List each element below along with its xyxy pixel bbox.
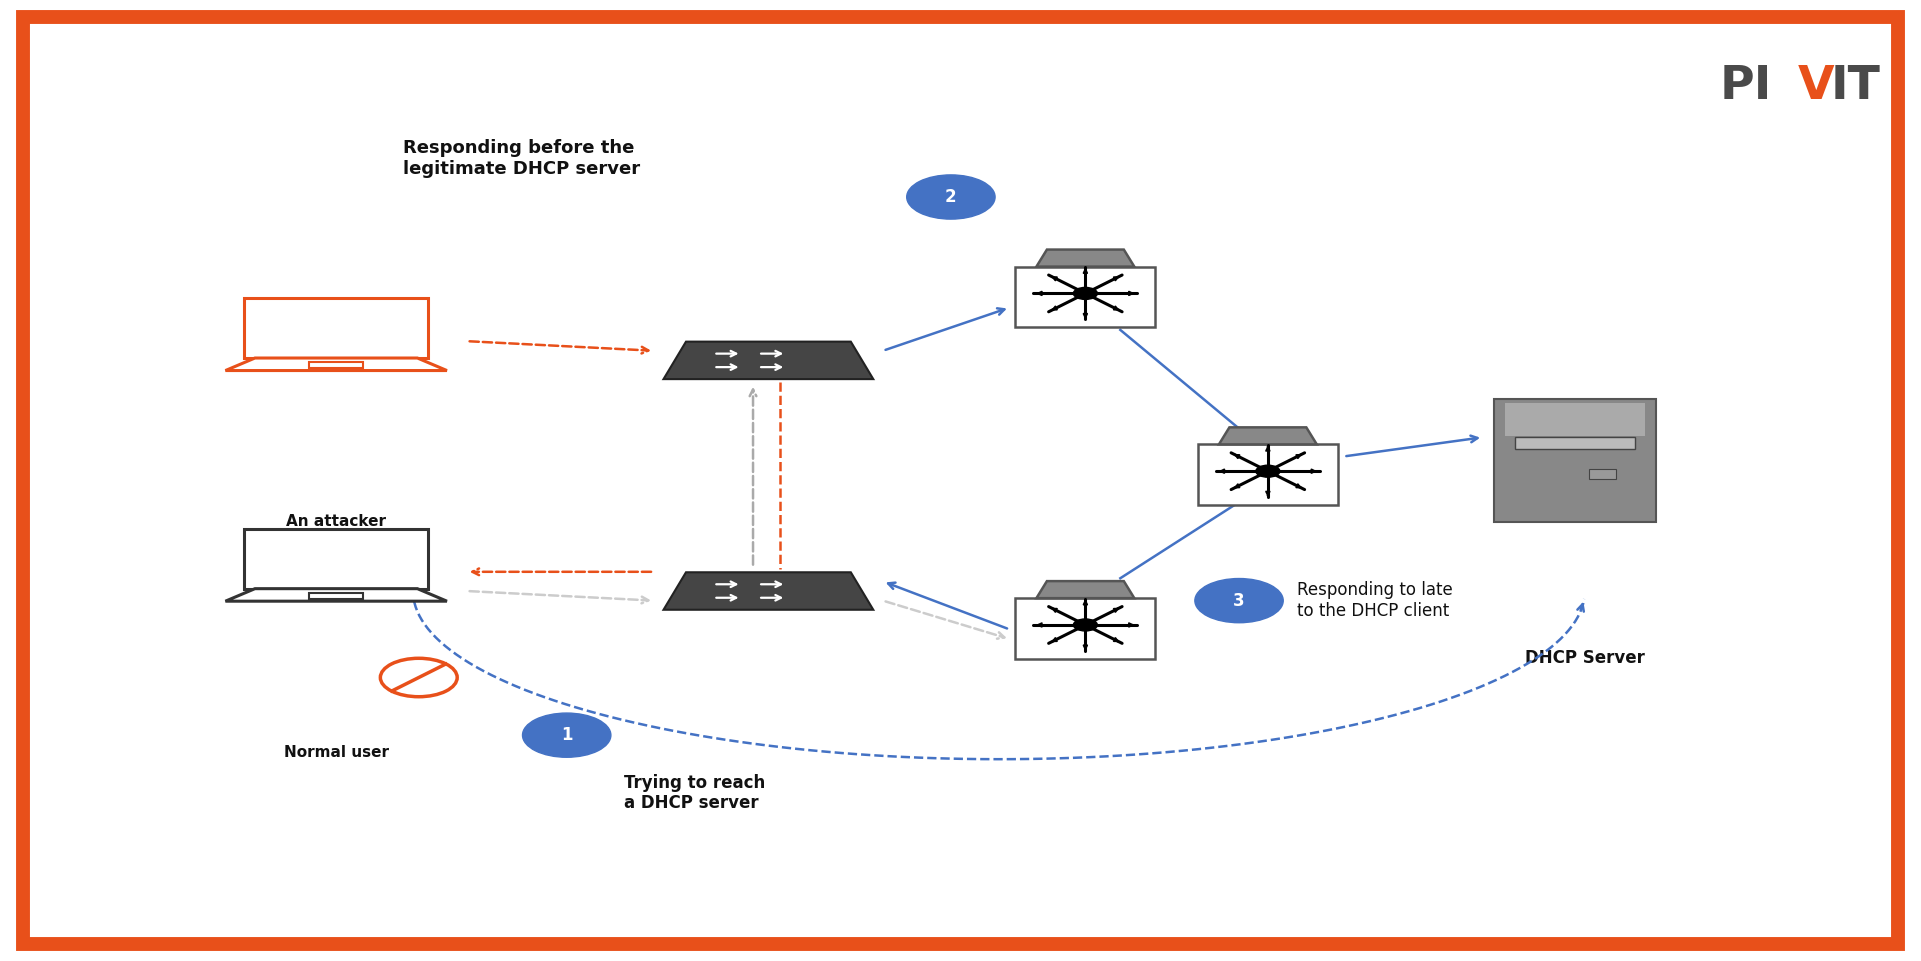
Polygon shape [1016, 598, 1155, 658]
Text: Normal user: Normal user [284, 745, 388, 760]
Text: An attacker
operating as rogue
DHCP server: An attacker operating as rogue DHCP serv… [254, 514, 419, 564]
Text: Responding before the
legitimate DHCP server: Responding before the legitimate DHCP se… [403, 139, 640, 178]
FancyBboxPatch shape [1589, 469, 1616, 479]
Polygon shape [309, 362, 363, 368]
Text: PI: PI [1719, 64, 1771, 109]
Circle shape [523, 713, 611, 757]
Polygon shape [1220, 428, 1316, 444]
FancyBboxPatch shape [1495, 399, 1656, 522]
Text: Trying to reach
a DHCP server: Trying to reach a DHCP server [624, 774, 766, 812]
Polygon shape [663, 342, 874, 379]
Polygon shape [309, 593, 363, 599]
Polygon shape [1037, 581, 1133, 598]
Text: V: V [1798, 64, 1835, 109]
Text: 2: 2 [945, 188, 957, 206]
Circle shape [1074, 287, 1097, 300]
Polygon shape [255, 535, 417, 582]
Circle shape [907, 175, 995, 219]
Polygon shape [1016, 266, 1155, 327]
FancyBboxPatch shape [1506, 404, 1644, 436]
FancyBboxPatch shape [1516, 436, 1635, 449]
Circle shape [380, 658, 457, 697]
Text: DHCP Server: DHCP Server [1525, 649, 1644, 667]
Polygon shape [255, 305, 417, 352]
Polygon shape [225, 589, 448, 602]
Polygon shape [1037, 250, 1133, 266]
Polygon shape [244, 530, 428, 589]
Polygon shape [1199, 444, 1337, 505]
Text: 3: 3 [1233, 592, 1245, 609]
Text: Responding to late
to the DHCP client: Responding to late to the DHCP client [1297, 581, 1452, 620]
Circle shape [1256, 465, 1279, 478]
Text: 1: 1 [561, 727, 572, 744]
Circle shape [1074, 619, 1097, 631]
Circle shape [1195, 579, 1283, 623]
Polygon shape [225, 358, 448, 371]
Text: IT: IT [1831, 64, 1881, 109]
Polygon shape [244, 299, 428, 358]
Polygon shape [663, 572, 874, 609]
